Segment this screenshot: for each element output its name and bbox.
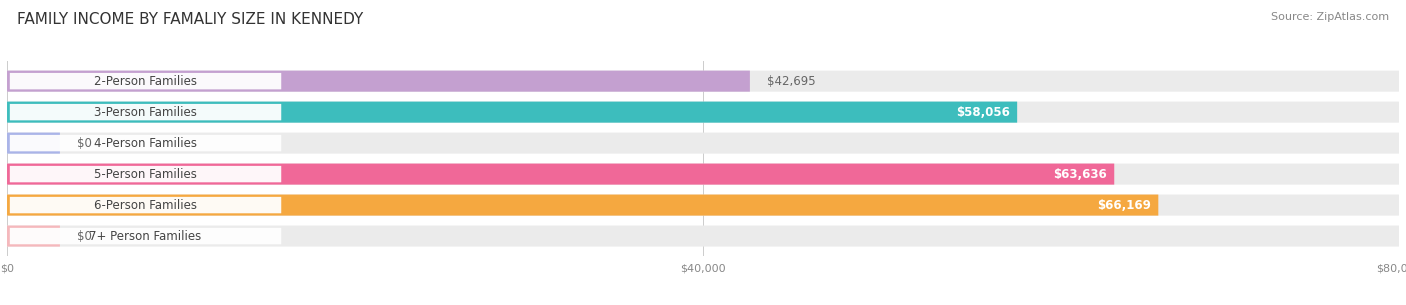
Text: $0: $0: [77, 230, 91, 242]
Text: $42,695: $42,695: [766, 75, 815, 88]
Text: $0: $0: [77, 137, 91, 150]
FancyBboxPatch shape: [10, 73, 281, 89]
FancyBboxPatch shape: [10, 228, 281, 244]
Text: 4-Person Families: 4-Person Families: [94, 137, 197, 150]
FancyBboxPatch shape: [7, 195, 1159, 216]
Text: $63,636: $63,636: [1053, 167, 1108, 181]
FancyBboxPatch shape: [7, 102, 1399, 123]
FancyBboxPatch shape: [7, 163, 1399, 185]
Text: 2-Person Families: 2-Person Families: [94, 75, 197, 88]
FancyBboxPatch shape: [10, 166, 281, 182]
FancyBboxPatch shape: [7, 163, 1114, 185]
Text: $66,169: $66,169: [1098, 199, 1152, 212]
FancyBboxPatch shape: [7, 133, 1399, 154]
FancyBboxPatch shape: [7, 195, 1399, 216]
Text: 5-Person Families: 5-Person Families: [94, 167, 197, 181]
Text: $58,056: $58,056: [956, 106, 1010, 119]
FancyBboxPatch shape: [7, 133, 60, 154]
FancyBboxPatch shape: [10, 135, 281, 151]
FancyBboxPatch shape: [7, 70, 749, 92]
FancyBboxPatch shape: [7, 225, 1399, 247]
Text: 3-Person Families: 3-Person Families: [94, 106, 197, 119]
Text: FAMILY INCOME BY FAMALIY SIZE IN KENNEDY: FAMILY INCOME BY FAMALIY SIZE IN KENNEDY: [17, 12, 363, 27]
FancyBboxPatch shape: [10, 197, 281, 213]
Text: Source: ZipAtlas.com: Source: ZipAtlas.com: [1271, 12, 1389, 22]
FancyBboxPatch shape: [7, 102, 1017, 123]
FancyBboxPatch shape: [10, 104, 281, 120]
Text: 6-Person Families: 6-Person Families: [94, 199, 197, 212]
FancyBboxPatch shape: [7, 225, 60, 247]
FancyBboxPatch shape: [7, 70, 1399, 92]
Text: 7+ Person Families: 7+ Person Families: [90, 230, 201, 242]
